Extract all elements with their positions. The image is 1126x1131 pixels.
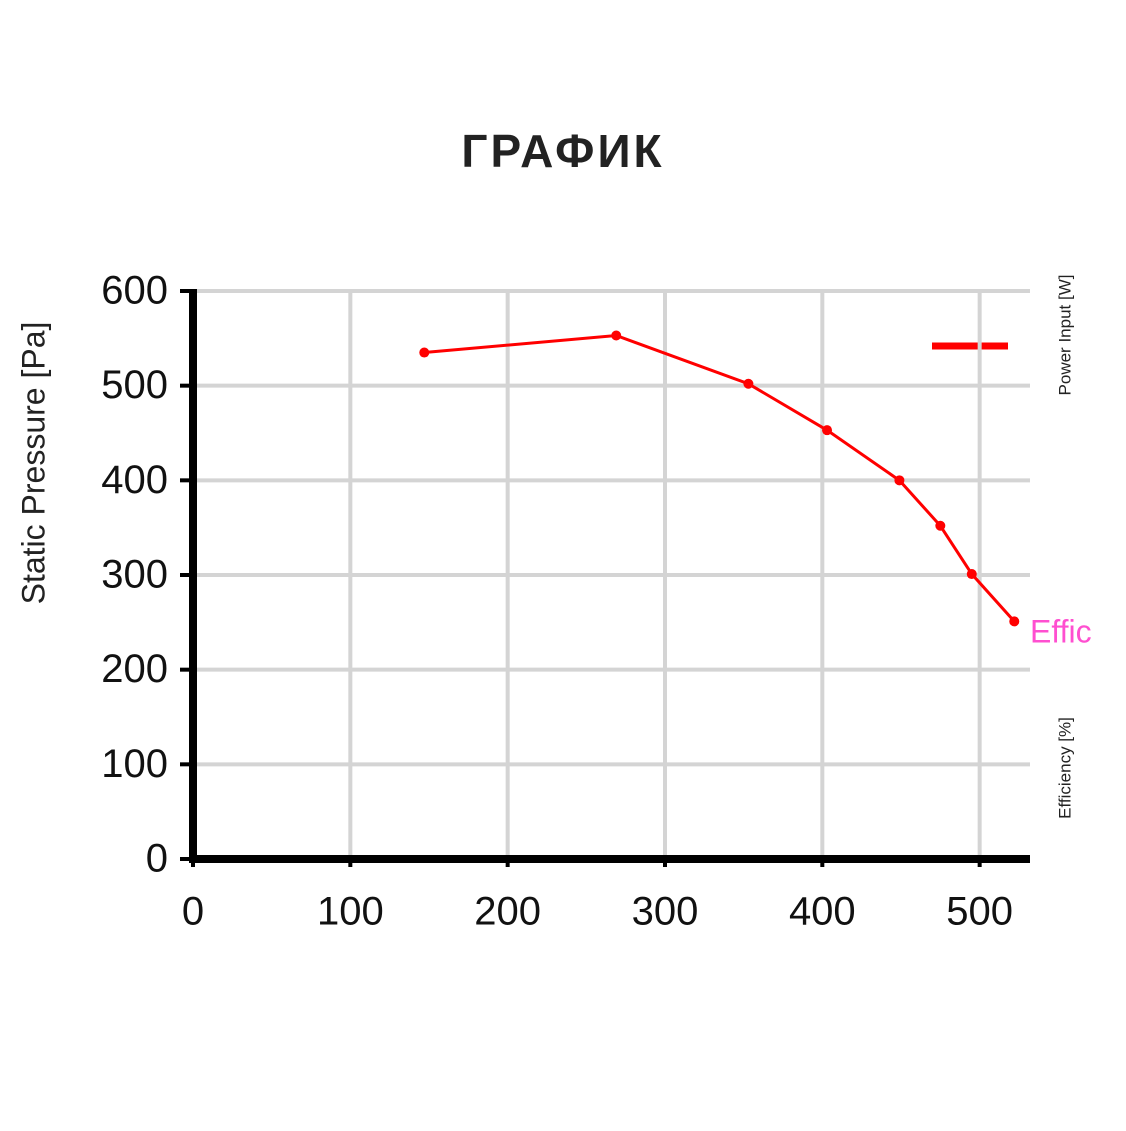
y-tick-label: 600 — [101, 269, 168, 313]
annotation: Effic — [1030, 613, 1092, 649]
series-line — [424, 333, 1016, 623]
y-tick-label: 500 — [101, 363, 168, 407]
chart-title: ГРАФИК — [461, 125, 664, 177]
x-tick-label: 500 — [946, 890, 1013, 934]
point — [1009, 616, 1020, 627]
x-tick-label: 100 — [317, 890, 384, 934]
point — [935, 520, 946, 531]
y-tick-label: 400 — [101, 458, 168, 502]
point — [743, 378, 754, 389]
y-tick-label: 0 — [146, 837, 168, 881]
right-axis-label: Efficiency [%] — [1055, 717, 1074, 819]
point — [822, 425, 833, 436]
y-tick-label: 100 — [101, 742, 168, 786]
grid — [191, 289, 1030, 861]
y-tick-label: 300 — [101, 553, 168, 597]
right-axis-label: Power Input [W] — [1055, 275, 1074, 396]
x-tick-label: 200 — [474, 890, 541, 934]
x-tick-label: 0 — [182, 890, 204, 934]
axes: 0 100 200 300 400 500 600 0 100 200 300 400 500 — [101, 269, 1030, 934]
x-tick-label: 300 — [632, 890, 699, 934]
point — [611, 330, 622, 341]
point — [419, 347, 430, 358]
x-tick-label: 400 — [789, 890, 856, 934]
point — [894, 475, 905, 486]
y-axis-label: Static Pressure [Pa] — [15, 322, 51, 605]
plot — [419, 330, 1020, 627]
point — [966, 569, 977, 580]
y-tick-label: 200 — [101, 647, 168, 691]
